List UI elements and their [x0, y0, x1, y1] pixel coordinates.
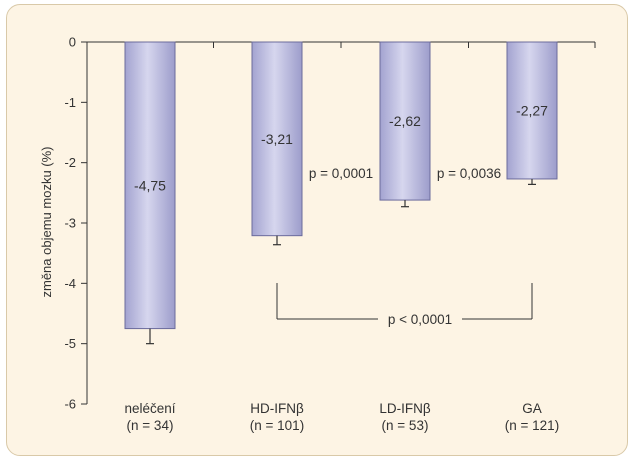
- y-tick-label: -4: [64, 276, 76, 291]
- category-n-label: (n = 53): [382, 418, 429, 433]
- bar: [506, 41, 558, 180]
- data-label: -2,27: [516, 102, 548, 118]
- y-tick-label: -3: [64, 216, 76, 231]
- bars: -4,75 neléčení (n = 34) -3,21 HD-IFNβ (n = 10…: [124, 41, 559, 433]
- p-value-label: p = 0,0036: [437, 166, 501, 181]
- p-value-label: p = 0,0001: [309, 166, 373, 181]
- y-tick-label: -1: [64, 95, 76, 110]
- category-label: GA: [522, 401, 542, 416]
- y-tick-label: -5: [64, 336, 76, 351]
- y-tick-label: -2: [64, 155, 76, 170]
- category-label: LD-IFNβ: [379, 401, 430, 416]
- category-n-label: (n = 121): [505, 418, 559, 433]
- y-axis-label: změna objemu mozku (%): [39, 147, 54, 298]
- data-label: -4,75: [134, 177, 166, 193]
- category-label: neléčení: [124, 401, 175, 416]
- y-tick-label: 0: [69, 35, 76, 50]
- data-label: -2,62: [389, 113, 421, 129]
- category-n-label: (n = 34): [127, 418, 174, 433]
- category-n-label: (n = 101): [250, 418, 304, 433]
- category-label: HD-IFNβ: [250, 401, 304, 416]
- p-value-label: p < 0,0001: [388, 312, 452, 327]
- annotations: p = 0,0001 p = 0,0036 p < 0,0001: [276, 166, 533, 327]
- bar: [124, 41, 176, 330]
- y-tick-label: -6: [64, 397, 76, 412]
- data-label: -3,21: [261, 131, 293, 147]
